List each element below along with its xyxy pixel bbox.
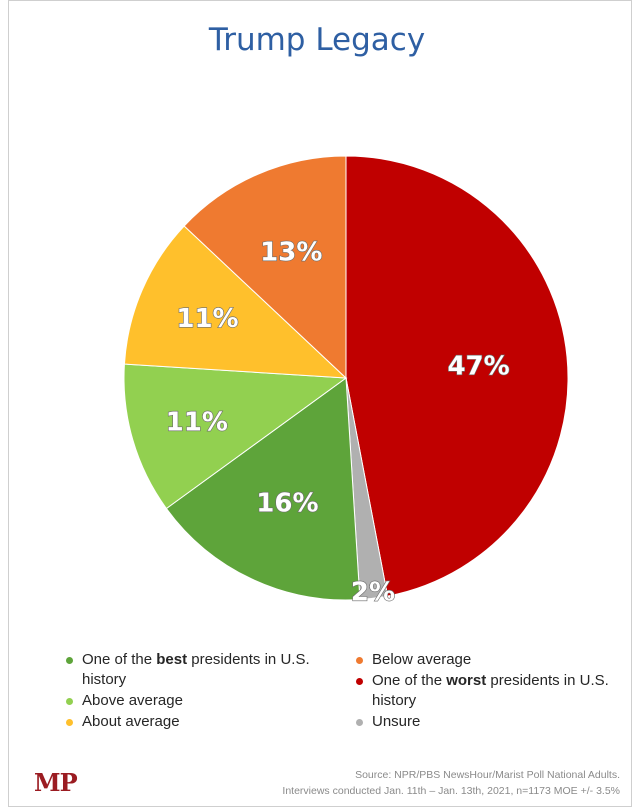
legend-label: One of the worst presidents in U.S. hist… [372, 672, 609, 709]
pie-slice-5 [183, 155, 347, 380]
legend-item-2: One of the best presidents in U.S. histo… [66, 650, 326, 690]
legend-label: About average [82, 713, 180, 730]
slice-label-5: 13% [260, 238, 322, 268]
legend-label: One of the best presidents in U.S. histo… [82, 651, 310, 688]
legend-item-3: Above average [66, 691, 326, 711]
legend-label: Below average [372, 651, 472, 668]
legend-dot-icon [66, 719, 73, 726]
source-note: Source: NPR/PBS NewsHour/Marist Poll Nat… [282, 767, 620, 799]
slice-label-4: 11% [176, 304, 238, 334]
slice-label-0: 47% [447, 352, 509, 382]
chart-title: Trump Legacy [208, 22, 426, 58]
marist-poll-logo: MP [34, 768, 78, 797]
legend-item-0: One of the worst presidents in U.S. hist… [356, 671, 616, 711]
pie-slice-4 [123, 225, 348, 379]
slice-label-1: 2% [351, 578, 395, 608]
pie-slice-3 [123, 363, 348, 510]
source-line-2: Interviews conducted Jan. 11th – Jan. 13… [282, 785, 620, 797]
legend-item-4: About average [66, 712, 326, 732]
legend-dot-icon [66, 698, 73, 705]
slice-label-3: 11% [166, 407, 228, 437]
legend-label: Above average [82, 692, 183, 709]
legend-item-1: Unsure [356, 712, 616, 732]
source-line-1: Source: NPR/PBS NewsHour/Marist Poll Nat… [355, 769, 620, 781]
legend-label: Unsure [372, 713, 421, 730]
pie-slice-2 [165, 377, 361, 601]
legend-item-5: Below average [356, 650, 616, 670]
pie-slice-0 [345, 155, 569, 597]
legend-dot-icon [66, 657, 73, 664]
legend-dot-icon [356, 719, 363, 726]
legend-left-column: One of the best presidents in U.S. histo… [66, 650, 326, 733]
legend-dot-icon [356, 678, 363, 685]
slice-label-2: 16% [256, 489, 318, 519]
legend-right-column: Below average One of the worst presidents… [356, 650, 616, 733]
legend-dot-icon [356, 657, 363, 664]
